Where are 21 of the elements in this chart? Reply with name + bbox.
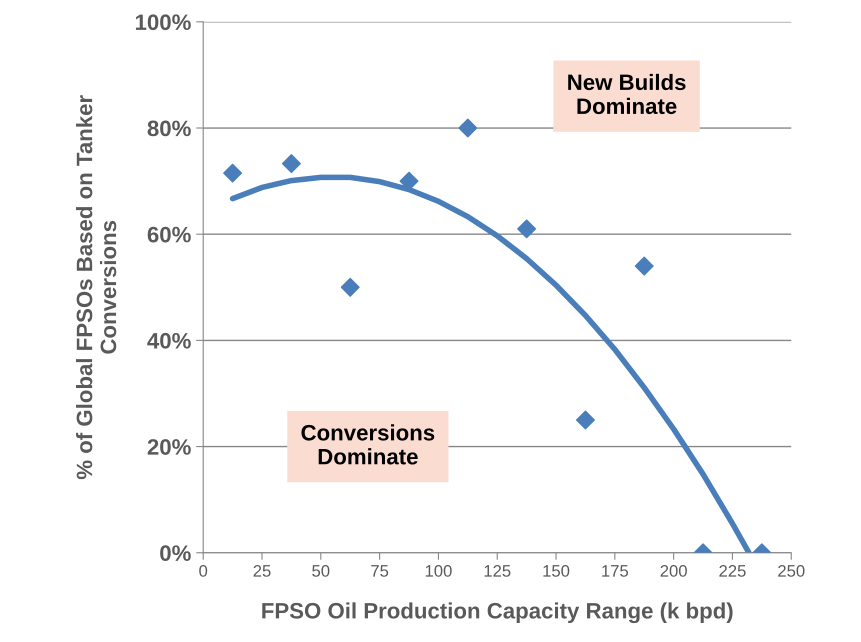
y-axis-title: % of Global FPSOs Based on Tanker Conversions [76, 95, 116, 480]
x-tick-label: 50 [312, 565, 330, 577]
x-tick-label: 125 [484, 565, 510, 577]
x-tick-label: 175 [602, 565, 628, 577]
y-tick-label: 40% [147, 332, 191, 349]
x-tick-label: 25 [254, 565, 271, 577]
x-axis-title: FPSO Oil Production Capacity Range (k bpd) [262, 602, 733, 624]
y-tick-label: 60% [148, 226, 191, 242]
y-tick-label: 0% [160, 545, 191, 562]
x-tick-label: 150 [543, 565, 570, 577]
x-tick-label: 100 [426, 565, 452, 577]
x-tick-label: 225 [719, 565, 746, 577]
annotation: New Builds Dominate [568, 74, 686, 114]
y-tick-label: 20% [148, 439, 191, 455]
x-tick-label: 200 [660, 565, 687, 577]
x-tick-label: 75 [371, 565, 388, 577]
y-tick-label: 100% [136, 14, 191, 30]
y-tick-label: 80% [148, 120, 191, 136]
x-tick-label: 250 [778, 565, 805, 577]
x-tick-label: 0 [199, 565, 208, 577]
annotation: Conversions Dominate [301, 424, 434, 465]
